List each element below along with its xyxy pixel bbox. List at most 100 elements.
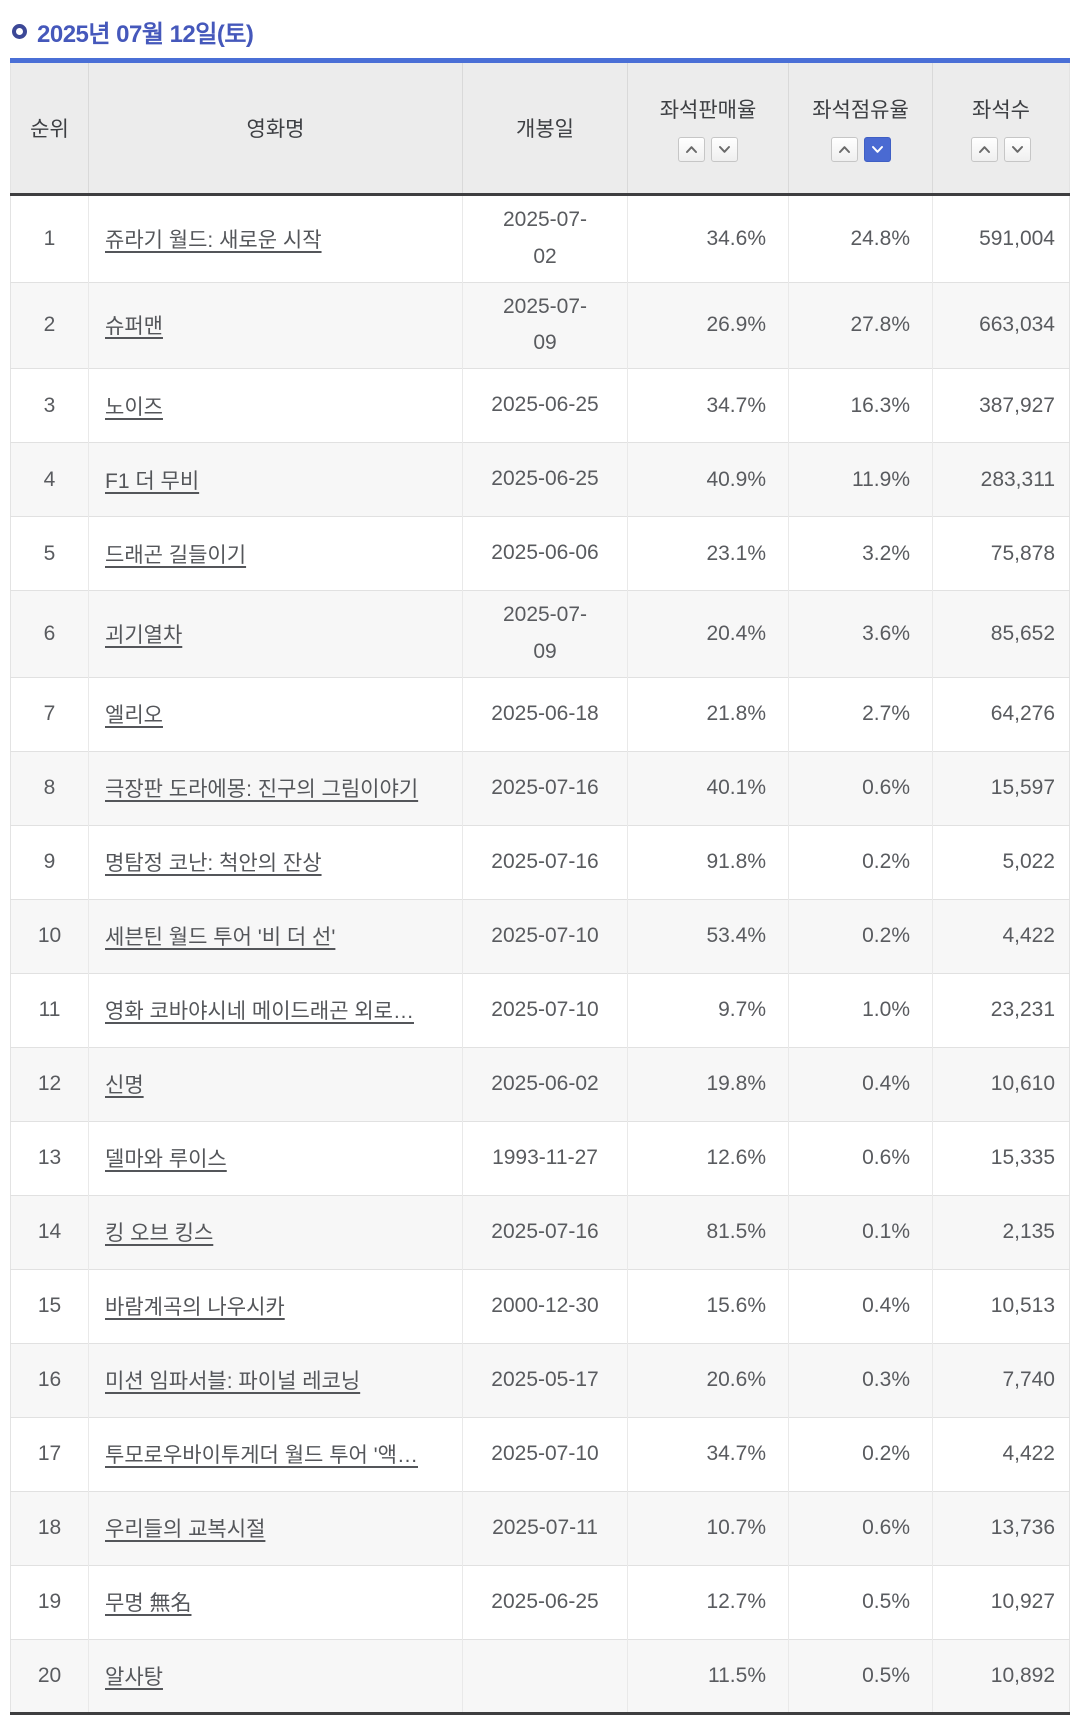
seat-share-cell: 3.2% — [788, 516, 933, 591]
seat-share-cell: 0.1% — [788, 1194, 933, 1269]
seat-share-cell: 0.6% — [788, 1490, 933, 1565]
release-date-cell: 2025-06-06 — [462, 516, 628, 591]
movie-title-cell: 극장판 도라에몽: 진구의 그림이야기 — [88, 750, 463, 825]
table-row: 7 엘리오 2025-06-18 21.8% 2.7% 64,276 — [10, 676, 1070, 751]
movie-title-cell: 무명 無名 — [88, 1564, 463, 1639]
table-row: 12 신명 2025-06-02 19.8% 0.4% 10,610 — [10, 1046, 1070, 1121]
seat-sales-rate-cell: 15.6% — [627, 1268, 789, 1343]
sort-descending-button-seat-share[interactable] — [863, 137, 891, 162]
release-date-cell: 2025-06-25 — [462, 442, 628, 517]
movie-title-link[interactable]: 슈퍼맨 — [105, 315, 163, 339]
seat-share-cell: 0.2% — [788, 1416, 933, 1491]
movie-title-link[interactable]: 알사탕 — [105, 1665, 163, 1689]
table-row: 11 영화 코바야시네 메이드래곤 외로… 2025-07-10 9.7% 1.0% 23… — [10, 972, 1070, 1047]
movie-title-cell: 쥬라기 월드: 새로운 시작 — [88, 194, 463, 282]
seat-sales-rate-cell: 21.8% — [627, 676, 789, 751]
seat-count-cell: 64,276 — [932, 676, 1070, 751]
seat-count-cell: 663,034 — [932, 281, 1070, 369]
table-row: 4 F1 더 무비 2025-06-25 40.9% 11.9% 283,311 — [10, 442, 1070, 517]
seat-share-cell: 1.0% — [788, 972, 933, 1047]
seat-count-cell: 13,736 — [932, 1490, 1070, 1565]
page: 2025년 07월 12일(토) 순위 영화명 개봉일 좌석판매율 — [10, 0, 1070, 1715]
movie-title-link[interactable]: 바람계곡의 나우시카 — [105, 1296, 285, 1319]
movie-title-link[interactable]: 세븐틴 월드 투어 '비 더 선' — [105, 926, 336, 949]
sort-ascending-button-seat-sales-rate[interactable] — [678, 137, 705, 162]
release-date-cell: 2025-07-11 — [462, 1490, 628, 1565]
seat-share-cell: 0.6% — [788, 1120, 933, 1195]
rank-cell: 6 — [10, 590, 89, 677]
movie-title-link[interactable]: 쥬라기 월드: 새로운 시작 — [105, 228, 322, 252]
seat-share-cell: 0.6% — [788, 750, 933, 825]
movie-title-link[interactable]: 극장판 도라에몽: 진구의 그림이야기 — [105, 778, 419, 801]
rank-cell: 11 — [10, 972, 89, 1047]
table-row: 6 괴기열차 2025-07- 09 20.4% 3.6% 85,652 — [10, 590, 1070, 677]
movie-title-link[interactable]: 엘리오 — [105, 704, 163, 727]
movie-title-cell: 미션 임파서블: 파이널 레코닝 — [88, 1342, 463, 1417]
movie-title-cell: 세븐틴 월드 투어 '비 더 선' — [88, 898, 463, 973]
sort-controls-seat-sales-rate — [628, 137, 788, 162]
movie-title-link[interactable]: 괴기열차 — [105, 623, 183, 647]
table-row: 3 노이즈 2025-06-25 34.7% 16.3% 387,927 — [10, 368, 1070, 443]
column-header-seat-sales-rate: 좌석판매율 — [627, 60, 789, 196]
seat-count-cell: 7,740 — [932, 1342, 1070, 1417]
release-date-cell: 2025-07-10 — [462, 972, 628, 1047]
movie-title-link[interactable]: 델마와 루이스 — [105, 1148, 227, 1171]
release-date-cell: 1993-11-27 — [462, 1120, 628, 1195]
seat-count-cell: 85,652 — [932, 590, 1070, 677]
column-header-movie-title: 영화명 — [88, 60, 463, 196]
table-row: 5 드래곤 길들이기 2025-06-06 23.1% 3.2% 75,878 — [10, 516, 1070, 591]
movie-title-cell: 엘리오 — [88, 676, 463, 751]
movie-title-link[interactable]: 우리들의 교복시절 — [105, 1518, 266, 1541]
sort-controls-seat-count — [933, 137, 1069, 162]
seat-share-cell: 2.7% — [788, 676, 933, 751]
sort-descending-button-seat-sales-rate[interactable] — [711, 137, 738, 162]
seat-sales-rate-cell: 10.7% — [627, 1490, 789, 1565]
seat-count-cell: 75,878 — [932, 516, 1070, 591]
movie-title-link[interactable]: 신명 — [105, 1074, 144, 1097]
seat-share-cell: 0.4% — [788, 1268, 933, 1343]
bullet-ring-icon — [12, 24, 27, 39]
movie-title-link[interactable]: 영화 코바야시네 메이드래곤 외로… — [105, 1000, 414, 1023]
table-row: 2 슈퍼맨 2025-07- 09 26.9% 27.8% 663,034 — [10, 281, 1070, 369]
movie-title-cell: 신명 — [88, 1046, 463, 1121]
rank-cell: 8 — [10, 750, 89, 825]
chevron-up-icon — [838, 146, 850, 153]
movie-title-link[interactable]: 미션 임파서블: 파이널 레코닝 — [105, 1370, 361, 1393]
rank-cell: 9 — [10, 824, 89, 899]
movie-title-link[interactable]: 투모로우바이투게더 월드 투어 '액… — [105, 1444, 418, 1467]
release-date-cell: 2025-07-16 — [462, 750, 628, 825]
movie-title-link[interactable]: 노이즈 — [105, 395, 163, 419]
movie-title-link[interactable]: 킹 오브 킹스 — [105, 1222, 214, 1245]
rank-cell: 17 — [10, 1416, 89, 1491]
seat-sales-rate-cell: 34.7% — [627, 1416, 789, 1491]
table-row: 8 극장판 도라에몽: 진구의 그림이야기 2025-07-16 40.1% 0.6% 1… — [10, 750, 1070, 825]
rank-cell: 20 — [10, 1638, 89, 1713]
table-row: 15 바람계곡의 나우시카 2000-12-30 15.6% 0.4% 10,513 — [10, 1268, 1070, 1343]
column-header-rank: 순위 — [10, 60, 89, 196]
table-header-row: 순위 영화명 개봉일 좌석판매율 — [10, 60, 1070, 196]
seat-sales-rate-cell: 53.4% — [627, 898, 789, 973]
seat-sales-rate-cell: 40.9% — [627, 442, 789, 517]
page-title: 2025년 07월 12일(토) — [37, 21, 254, 48]
seat-count-cell: 23,231 — [932, 972, 1070, 1047]
release-date-cell: 2025-07-10 — [462, 898, 628, 973]
movie-title-link[interactable]: 명탐정 코난: 척안의 잔상 — [105, 852, 322, 875]
rank-cell: 12 — [10, 1046, 89, 1121]
seat-share-cell: 0.5% — [788, 1638, 933, 1713]
column-label-seat-share: 좌석점유율 — [812, 99, 909, 122]
movie-title-link[interactable]: 무명 無名 — [105, 1592, 192, 1615]
release-date-cell: 2025-07- 02 — [462, 194, 628, 282]
movie-title-link[interactable]: F1 더 무비 — [105, 469, 200, 493]
movie-title-cell: 킹 오브 킹스 — [88, 1194, 463, 1269]
sort-ascending-button-seat-count[interactable] — [971, 137, 998, 162]
release-date-cell: 2025-06-18 — [462, 676, 628, 751]
seat-count-cell: 10,610 — [932, 1046, 1070, 1121]
release-date-cell: 2025-07- 09 — [462, 590, 628, 677]
movie-title-cell: 투모로우바이투게더 월드 투어 '액… — [88, 1416, 463, 1491]
release-date-cell: 2025-06-25 — [462, 1564, 628, 1639]
rank-cell: 7 — [10, 676, 89, 751]
movie-title-link[interactable]: 드래곤 길들이기 — [105, 543, 247, 567]
sort-ascending-button-seat-share[interactable] — [830, 137, 858, 162]
sort-descending-button-seat-count[interactable] — [1004, 137, 1031, 162]
rank-cell: 5 — [10, 516, 89, 591]
